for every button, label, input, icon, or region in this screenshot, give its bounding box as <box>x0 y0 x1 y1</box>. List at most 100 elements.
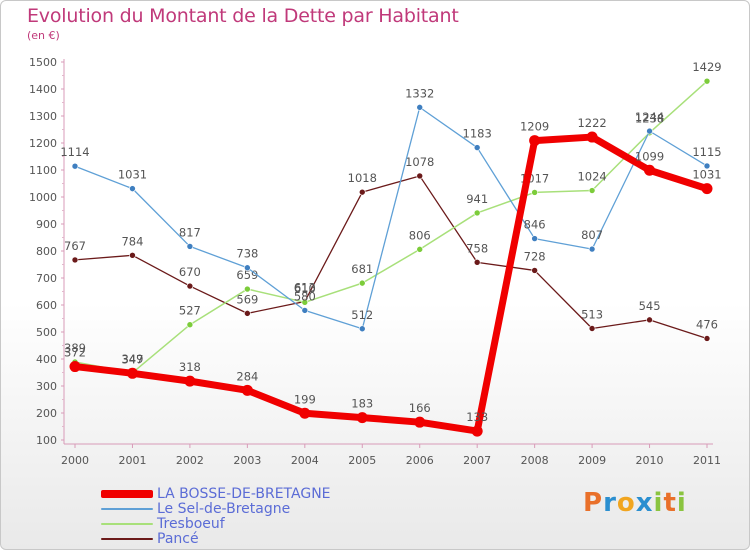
legend-label: LA BOSSE-DE-BRETAGNE <box>157 486 331 502</box>
data-label: 1222 <box>577 116 606 130</box>
data-label: 817 <box>179 225 201 239</box>
data-label: 807 <box>581 228 603 242</box>
data-point <box>473 259 481 266</box>
data-point <box>186 321 194 329</box>
chart-unit-label: (en €) <box>27 29 60 42</box>
logo-letter: P <box>583 488 604 518</box>
data-point <box>473 209 481 217</box>
data-label: 166 <box>409 401 431 415</box>
data-point <box>184 375 196 387</box>
logo-letter: i <box>653 488 664 518</box>
data-point <box>69 361 81 373</box>
data-point <box>244 285 251 293</box>
data-label: 784 <box>121 234 143 248</box>
y-tick-label: 1100 <box>29 164 57 177</box>
proxiti-logo: Proxiti <box>583 488 687 518</box>
y-tick-label: 300 <box>36 380 57 393</box>
data-point <box>588 325 596 332</box>
chart-title: Evolution du Montant de la Dette par Hab… <box>27 5 459 27</box>
series-line <box>71 133 711 435</box>
x-tick-label: 2005 <box>348 454 376 467</box>
data-point <box>71 256 79 264</box>
data-label: 1238 <box>635 112 664 126</box>
legend-swatch <box>101 508 153 510</box>
data-point <box>471 425 483 437</box>
data-label: 183 <box>351 397 373 411</box>
data-label: 1031 <box>692 168 721 182</box>
y-tick-label: 1400 <box>29 83 57 96</box>
x-tick-label: 2009 <box>578 454 606 467</box>
data-point <box>416 172 424 180</box>
data-point <box>588 187 596 194</box>
data-point <box>644 164 656 176</box>
data-point <box>646 316 653 324</box>
y-tick-label: 700 <box>36 272 57 285</box>
data-point <box>301 298 309 306</box>
logo-letter: i <box>676 488 687 518</box>
data-label: 527 <box>179 304 201 318</box>
y-tick-label: 900 <box>36 218 57 231</box>
data-label: 389 <box>64 341 86 355</box>
series-line <box>74 106 708 330</box>
legend-swatch <box>101 490 153 498</box>
data-point <box>531 189 538 196</box>
data-label: 846 <box>524 218 546 232</box>
x-tick-label: 2003 <box>233 454 261 467</box>
y-tick-label: 1300 <box>29 110 57 123</box>
y-tick-label: 100 <box>36 434 57 447</box>
data-label: 681 <box>351 262 373 276</box>
y-tick-label: 800 <box>36 245 57 258</box>
data-label: 1209 <box>520 120 549 134</box>
data-label: 758 <box>466 241 488 255</box>
data-label: 133 <box>466 410 488 424</box>
x-tick-label: 2007 <box>463 454 491 467</box>
x-tick-label: 2010 <box>636 454 664 467</box>
x-tick-label: 2004 <box>291 454 319 467</box>
data-label: 738 <box>236 247 258 261</box>
legend-label: Tresboeuf <box>157 516 225 532</box>
data-label: 199 <box>294 392 316 406</box>
legend-item-la-bosse: LA BOSSE-DE-BRETAGNE <box>101 487 331 501</box>
legend-label: Pancé <box>157 531 199 547</box>
data-point <box>586 131 598 143</box>
data-label: 569 <box>236 292 258 306</box>
data-label: 1183 <box>463 127 492 141</box>
data-point <box>358 279 366 287</box>
data-label: 1115 <box>692 145 721 159</box>
data-point <box>356 412 368 424</box>
y-tick-label: 1000 <box>29 191 57 204</box>
series-line <box>74 80 708 374</box>
data-label: 347 <box>121 352 143 366</box>
data-point <box>299 407 311 419</box>
data-label: 1078 <box>405 155 434 169</box>
data-point <box>241 384 253 396</box>
y-tick-label: 200 <box>36 407 57 420</box>
data-point <box>703 77 711 85</box>
logo-letter: x <box>635 488 654 518</box>
data-label: 670 <box>179 265 201 279</box>
data-label: 1024 <box>577 170 606 184</box>
data-point <box>416 104 424 111</box>
data-point <box>71 162 79 170</box>
data-point <box>414 416 426 428</box>
data-label: 545 <box>639 299 661 313</box>
data-label: 767 <box>64 239 86 253</box>
data-point <box>531 267 538 274</box>
data-point <box>244 264 251 272</box>
data-label: 1099 <box>635 149 664 163</box>
data-label: 512 <box>351 308 373 322</box>
data-label: 349 <box>121 352 143 366</box>
x-tick-label: 2001 <box>118 454 146 467</box>
data-label: 1114 <box>60 145 89 159</box>
y-tick-label: 500 <box>36 326 57 339</box>
logo-letter: t <box>663 488 677 518</box>
data-point <box>529 135 541 147</box>
data-point <box>416 246 424 253</box>
data-label: 372 <box>64 346 86 360</box>
legend-item-le-sel: Le Sel-de-Bretagne <box>101 502 290 516</box>
x-tick-label: 2011 <box>693 454 721 467</box>
series-line <box>74 175 708 340</box>
legend-item-tresboeuf: Tresboeuf <box>101 517 225 531</box>
